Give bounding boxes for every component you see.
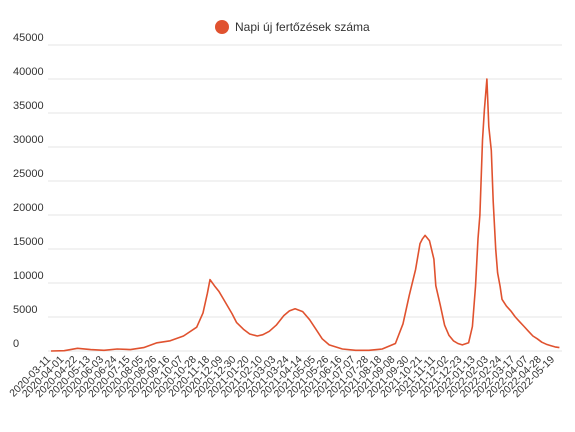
y-tick-label: 20000 bbox=[13, 202, 44, 214]
legend-marker bbox=[215, 20, 229, 34]
y-tick-label: 15000 bbox=[13, 236, 44, 248]
gridlines bbox=[48, 44, 562, 352]
y-tick-label: 5000 bbox=[13, 304, 37, 316]
y-axis-tick-labels: 0 5000 10000 15000 20000 25000 30000 35000 40000… bbox=[13, 32, 44, 350]
legend-label: Napi új fertőzések száma bbox=[235, 20, 370, 34]
series-layer bbox=[50, 78, 560, 352]
legend[interactable]: Napi új fertőzések száma bbox=[215, 20, 370, 34]
y-tick-label: 35000 bbox=[13, 100, 44, 112]
y-tick-label: 40000 bbox=[13, 66, 44, 78]
series-line bbox=[50, 78, 560, 352]
y-tick-label: 25000 bbox=[13, 168, 44, 180]
y-tick-label: 45000 bbox=[13, 32, 44, 44]
y-tick-label: 0 bbox=[13, 338, 19, 350]
y-tick-label: 30000 bbox=[13, 134, 44, 146]
x-axis-tick-labels: 2020-03-112020-04-012020-04-222020-05-13… bbox=[7, 354, 557, 401]
y-tick-label: 10000 bbox=[13, 270, 44, 282]
